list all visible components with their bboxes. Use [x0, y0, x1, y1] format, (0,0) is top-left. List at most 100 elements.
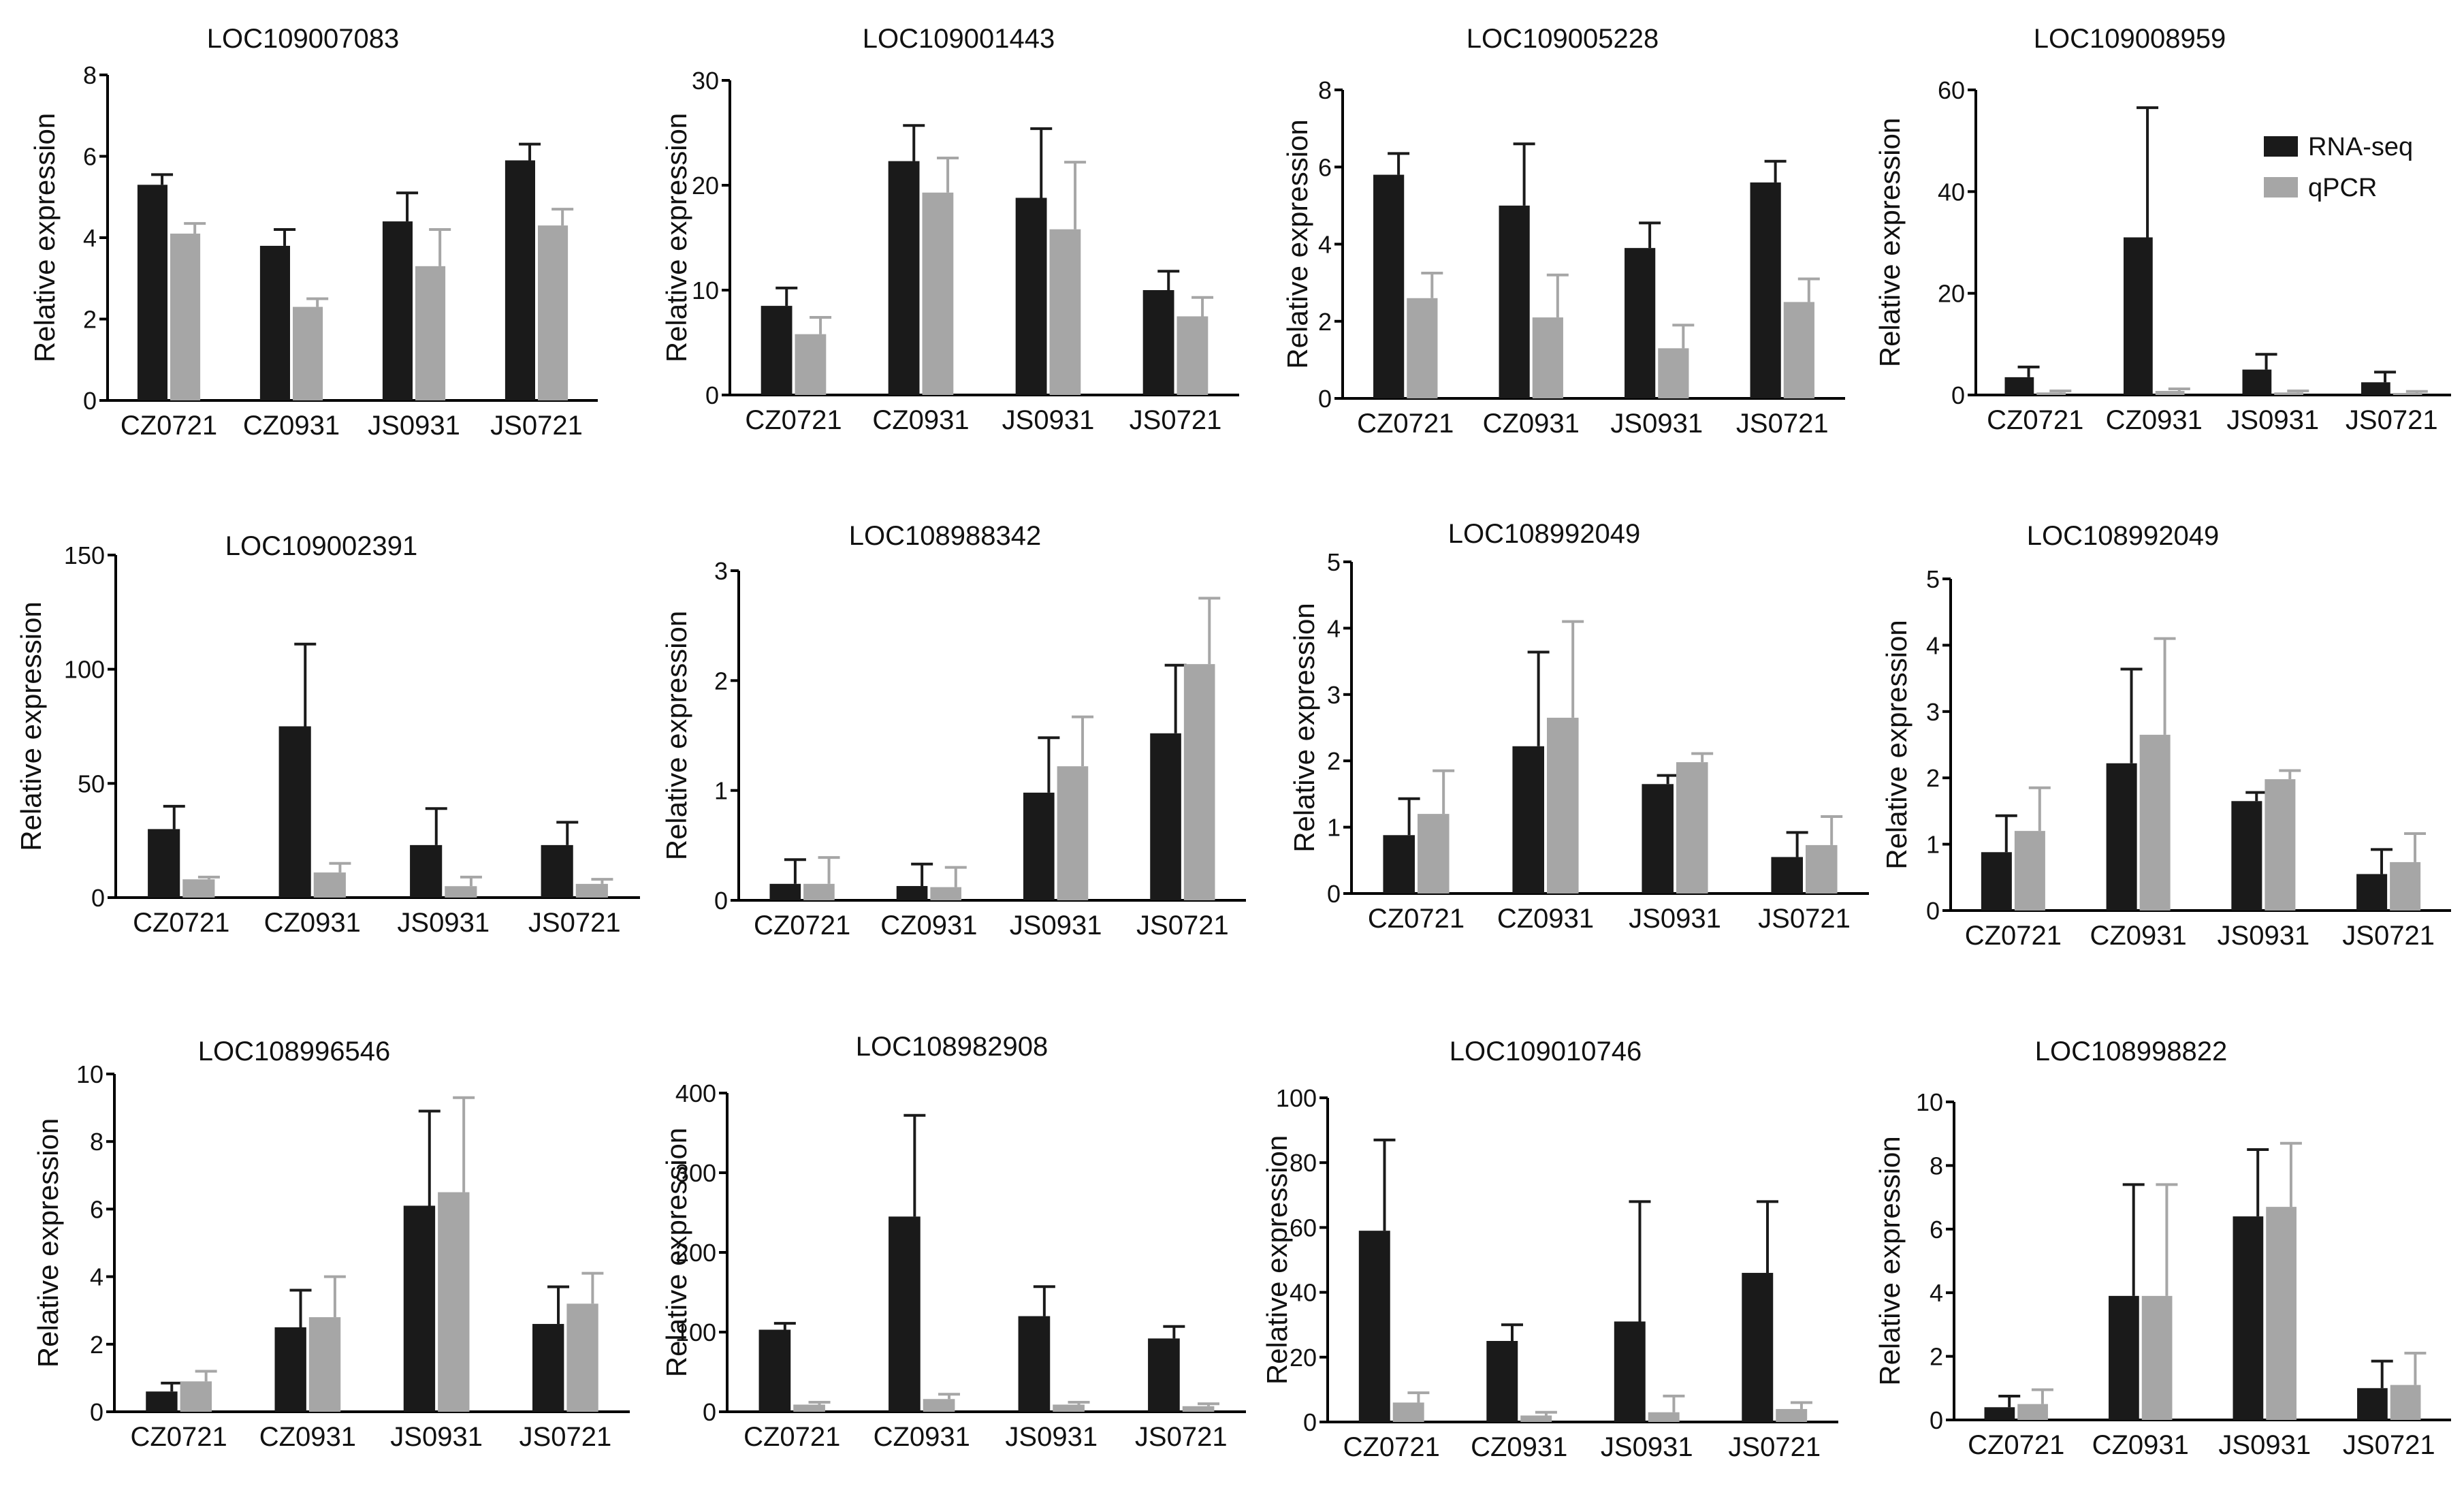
- bar-qpcr-js0721: [1182, 1406, 1215, 1412]
- chart-title: LOC108998822: [2035, 1037, 2227, 1066]
- legend-swatch-rna-seq: [2264, 136, 2298, 157]
- x-tick-label: JS0721: [1736, 409, 1829, 439]
- bar-qpcr-js0721: [1806, 844, 1838, 894]
- chart-panel-9: LOC108996546 Relative expression 0 2 4 6 8 10 CZ…: [32, 1037, 630, 1452]
- chart-title: LOC109002391: [225, 531, 417, 561]
- bar-qpcr-cz0931: [1532, 317, 1563, 398]
- bar-qpcr-js0721: [2390, 1385, 2421, 1420]
- y-axis-label: Relative expression: [1874, 1136, 1906, 1386]
- bar-qpcr-js0931: [1648, 1412, 1680, 1422]
- bar-rna-seq-js0721: [1150, 733, 1181, 900]
- bar-rna-seq-cz0721: [148, 829, 180, 898]
- y-tick-label: 0: [705, 381, 719, 409]
- chart-panel-4: LOC109008959 Relative expression 0 20 40 60 CZ…: [1874, 24, 2451, 435]
- bar-qpcr-cz0721: [2017, 1404, 2048, 1420]
- bar-rna-seq-js0931: [1614, 1321, 1646, 1422]
- bar-rna-seq-cz0931: [2106, 763, 2137, 911]
- x-tick-label: JS0721: [2346, 405, 2438, 435]
- y-tick-label: 6: [83, 143, 97, 171]
- y-tick-label: 2: [1318, 308, 1332, 336]
- y-tick-label: 200: [675, 1239, 716, 1267]
- x-tick-label: JS0931: [397, 908, 490, 938]
- chart-title: LOC109001443: [863, 24, 1055, 54]
- bar-rna-seq-js0721: [1750, 182, 1781, 398]
- y-tick-label: 4: [1926, 631, 1940, 659]
- x-tick-label: CZ0931: [874, 1422, 970, 1452]
- bar-rna-seq-js0931: [410, 844, 443, 898]
- x-tick-label: CZ0931: [2106, 405, 2203, 435]
- y-tick-label: 150: [64, 541, 105, 569]
- chart-panel-5: LOC109002391 Relative expression 0 50 100 150…: [15, 531, 640, 938]
- x-tick-label: CZ0721: [1965, 921, 2062, 951]
- y-tick-label: 20: [1290, 1344, 1317, 1372]
- y-tick-label: 2: [90, 1331, 103, 1359]
- x-tick-label: CZ0931: [880, 911, 977, 940]
- bar-rna-seq-cz0721: [137, 185, 167, 400]
- x-tick-label: JS0931: [1010, 911, 1102, 940]
- bar-qpcr-cz0721: [182, 879, 215, 898]
- chart-title: LOC109008959: [2034, 24, 2226, 54]
- bar-qpcr-cz0721: [1418, 814, 1450, 894]
- y-tick-label: 100: [675, 1318, 716, 1346]
- y-axis-label: Relative expression: [1261, 1135, 1293, 1385]
- y-tick-label: 40: [1290, 1279, 1317, 1307]
- y-tick-label: 0: [91, 884, 105, 912]
- y-axis-label: Relative expression: [1874, 118, 1906, 368]
- chart-title: LOC108988342: [849, 521, 1041, 551]
- y-axis-label: Relative expression: [1288, 603, 1320, 853]
- x-tick-label: JS0721: [1136, 911, 1229, 940]
- bar-qpcr-cz0721: [803, 883, 835, 900]
- bar-qpcr-cz0721: [793, 1404, 825, 1412]
- bar-rna-seq-js0931: [1023, 792, 1055, 900]
- bar-rna-seq-cz0721: [1981, 852, 2012, 911]
- y-tick-label: 8: [1318, 76, 1332, 104]
- x-tick-label: CZ0931: [264, 908, 361, 938]
- x-tick-label: CZ0931: [259, 1422, 356, 1452]
- legend: RNA-seq qPCR: [2264, 133, 2413, 202]
- x-tick-label: CZ0721: [754, 911, 850, 940]
- bar-rna-seq-cz0931: [2123, 237, 2153, 395]
- x-tick-label: CZ0931: [1471, 1432, 1567, 1462]
- y-tick-label: 30: [692, 67, 719, 95]
- bar-rna-seq-cz0931: [274, 1327, 306, 1412]
- bar-rna-seq-js0931: [1625, 248, 1656, 398]
- bar-qpcr-js0931: [1053, 1404, 1085, 1412]
- bar-qpcr-cz0931: [313, 872, 346, 898]
- x-tick-label: CZ0721: [1968, 1430, 2064, 1460]
- bar-rna-seq-cz0721: [758, 1329, 791, 1412]
- chart-title: LOC109005228: [1467, 24, 1659, 54]
- bar-rna-seq-js0721: [1742, 1273, 1774, 1422]
- y-tick-label: 8: [90, 1128, 103, 1156]
- bar-qpcr-js0931: [1049, 229, 1081, 395]
- bar-qpcr-cz0931: [1520, 1415, 1552, 1422]
- bar-qpcr-js0931: [1057, 766, 1089, 900]
- bar-qpcr-cz0721: [1392, 1402, 1424, 1422]
- x-tick-label: CZ0721: [1987, 405, 2083, 435]
- bar-qpcr-cz0721: [170, 234, 201, 400]
- y-tick-label: 3: [714, 557, 728, 585]
- y-tick-label: 60: [1290, 1214, 1317, 1242]
- bar-rna-seq-cz0931: [259, 245, 290, 400]
- bar-qpcr-js0931: [2265, 779, 2296, 911]
- y-tick-label: 4: [83, 224, 97, 252]
- y-tick-label: 2: [1926, 764, 1940, 792]
- x-tick-label: CZ0931: [1483, 409, 1580, 439]
- x-tick-label: JS0721: [528, 908, 621, 938]
- y-tick-label: 0: [1327, 880, 1341, 908]
- bar-qpcr-cz0931: [922, 192, 954, 395]
- y-tick-label: 0: [90, 1398, 103, 1426]
- y-axis-label: Relative expression: [1281, 119, 1313, 369]
- y-tick-label: 4: [1318, 231, 1332, 259]
- x-tick-label: JS0721: [2343, 1430, 2435, 1460]
- bar-qpcr-js0931: [445, 886, 477, 898]
- y-tick-label: 6: [90, 1195, 103, 1223]
- chart-panel-1: LOC109007083 Relative expression 0 2 4 6 8 CZ07…: [29, 24, 598, 441]
- bar-rna-seq-cz0931: [888, 161, 920, 395]
- bar-qpcr-cz0721: [2036, 392, 2066, 395]
- x-tick-label: CZ0721: [1368, 904, 1465, 934]
- bar-qpcr-cz0721: [2014, 831, 2045, 911]
- y-tick-label: 50: [78, 770, 105, 797]
- y-axis-label: Relative expression: [1881, 620, 1913, 870]
- x-tick-label: CZ0931: [1497, 904, 1594, 934]
